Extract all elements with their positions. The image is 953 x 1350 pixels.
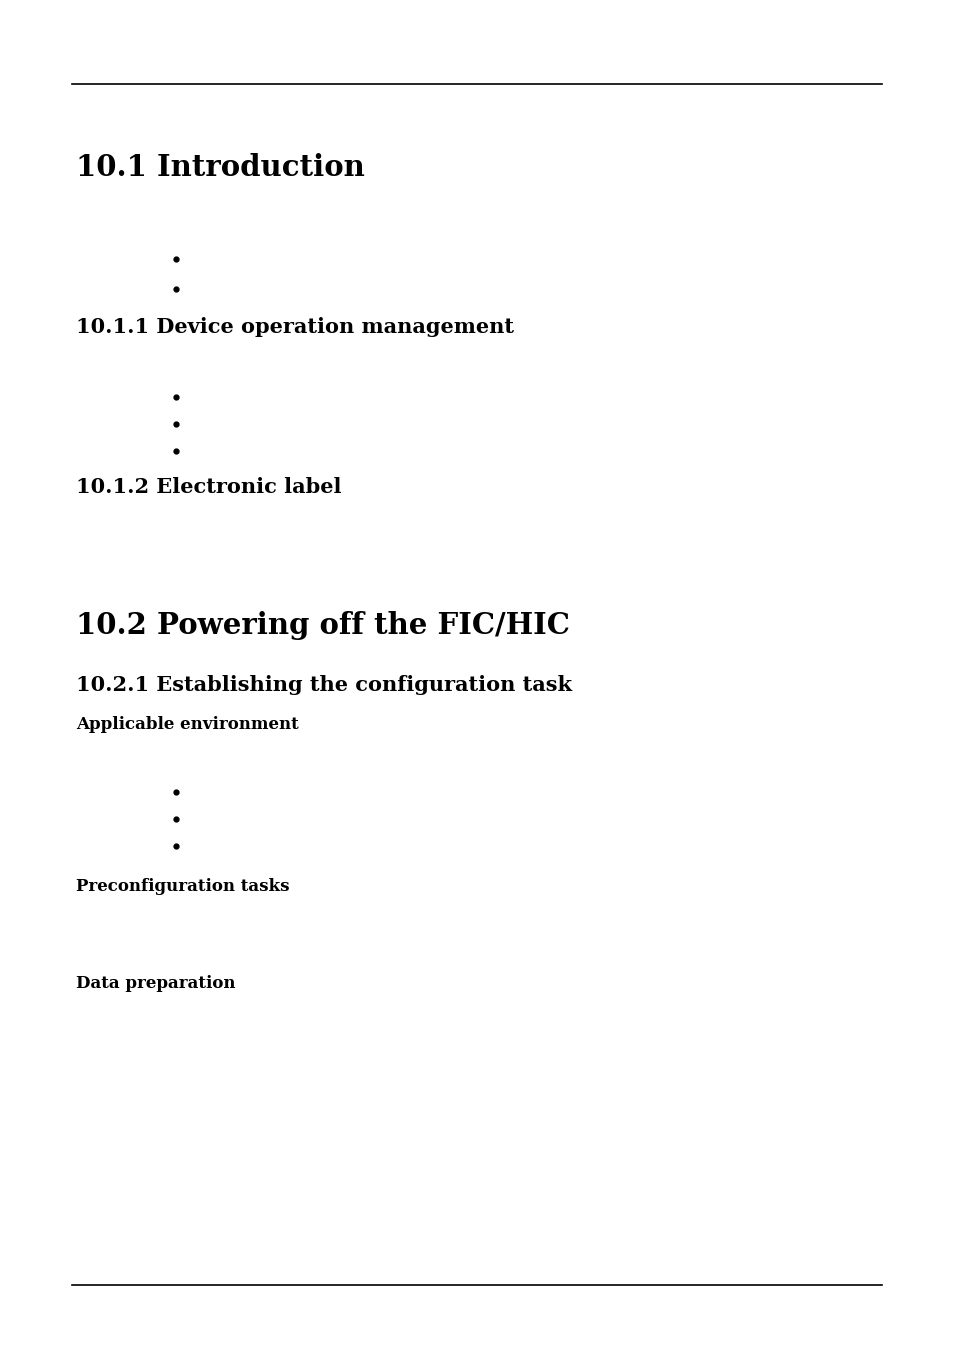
Text: 10.2 Powering off the FIC/HIC: 10.2 Powering off the FIC/HIC xyxy=(76,612,570,640)
Text: 10.2.1 Establishing the configuration task: 10.2.1 Establishing the configuration ta… xyxy=(76,675,572,695)
Text: 10.1 Introduction: 10.1 Introduction xyxy=(76,153,365,181)
Text: Preconfiguration tasks: Preconfiguration tasks xyxy=(76,878,290,895)
Text: 10.1.1 Device operation management: 10.1.1 Device operation management xyxy=(76,317,514,338)
Text: 10.1.2 Electronic label: 10.1.2 Electronic label xyxy=(76,477,341,497)
Text: Applicable environment: Applicable environment xyxy=(76,716,298,733)
Text: Data preparation: Data preparation xyxy=(76,975,235,992)
